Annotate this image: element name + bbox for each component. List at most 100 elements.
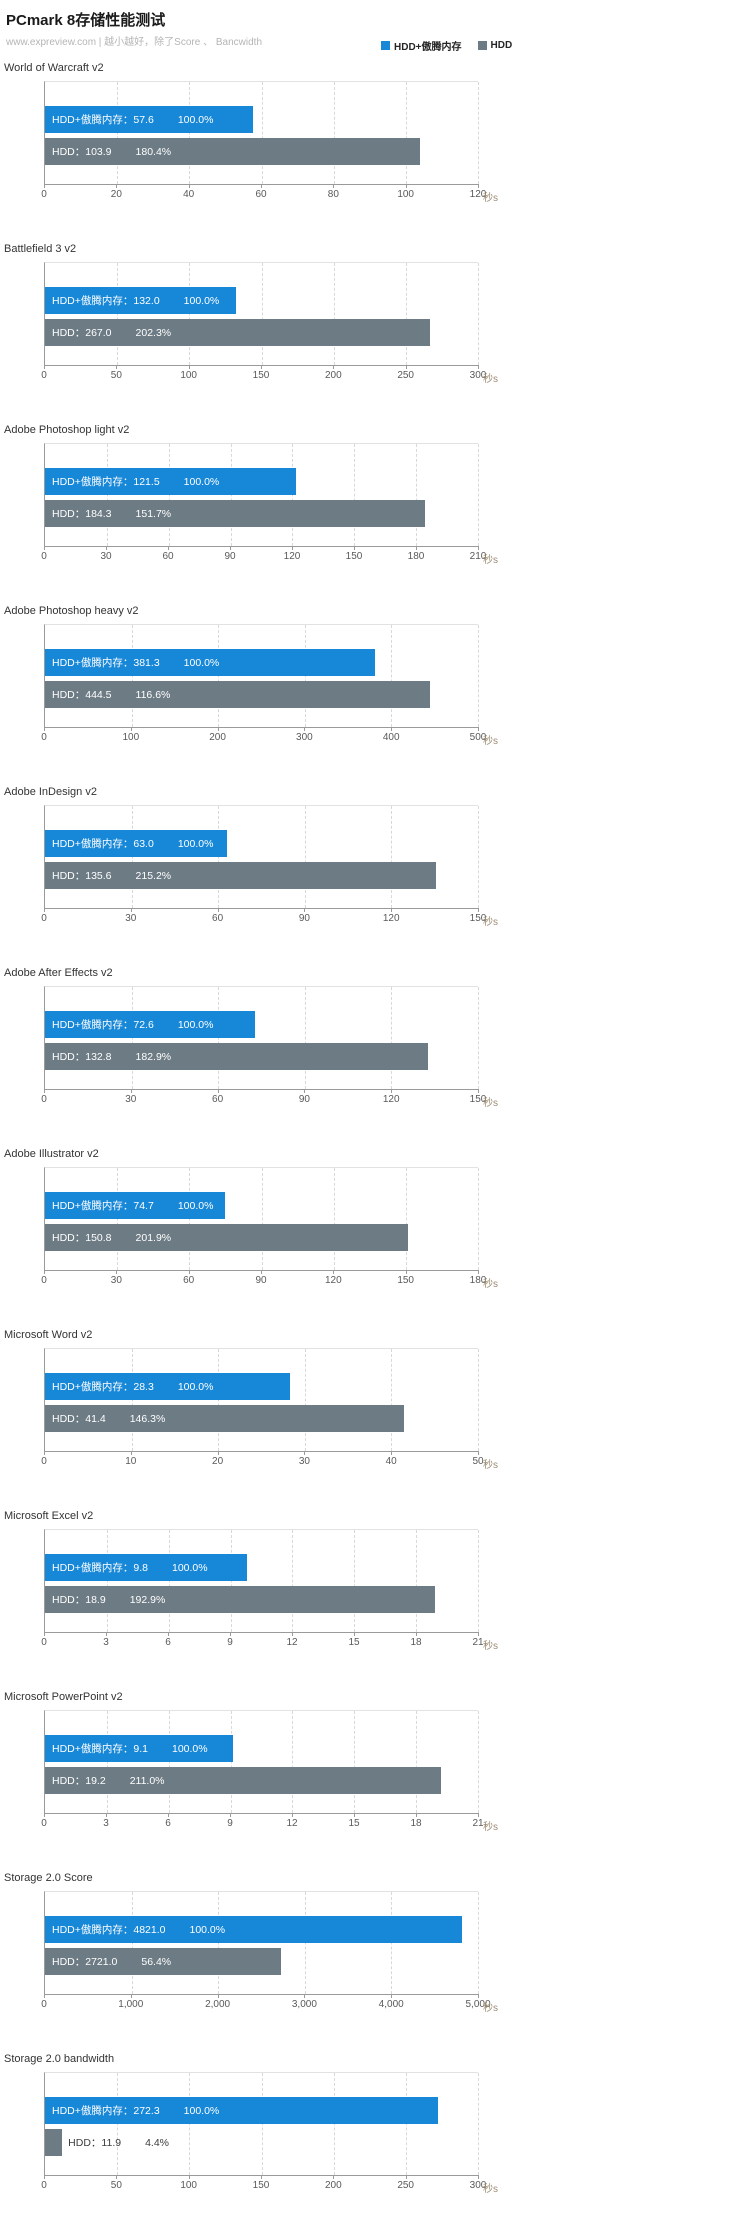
tick-label: 60 (212, 913, 224, 924)
chart-title: Adobe Illustrator v2 (4, 1148, 99, 1160)
gridline (478, 2073, 479, 2175)
tick-label: 0 (41, 1094, 47, 1105)
bar-hdd-optane: HDD+傲腾内存：121.5 100.0% (45, 468, 296, 495)
tick-label: 300 (469, 370, 487, 381)
bar-hdd: HDD：150.8 201.9% (45, 1224, 408, 1251)
tick-mark (405, 1270, 407, 1274)
tick-mark (217, 1089, 219, 1093)
tick-mark (391, 1451, 393, 1455)
gridline (416, 1530, 418, 1632)
tick-mark (188, 184, 190, 188)
gridline (230, 1711, 232, 1813)
tick-mark (44, 546, 45, 550)
legend-swatch-icon (381, 41, 390, 50)
tick-mark (44, 1270, 45, 1274)
tick-mark (405, 184, 407, 188)
tick-label: 150 (469, 913, 487, 924)
tick-mark (230, 1632, 231, 1636)
tick-mark (44, 365, 45, 369)
tick-mark (168, 546, 169, 550)
tick-mark (44, 908, 45, 912)
bar-hdd-optane: HDD+傲腾内存：381.3 100.0% (45, 649, 376, 676)
gridline (168, 1711, 170, 1813)
legend-item-hdd-optane: HDD+傲腾内存 (381, 38, 462, 53)
bar-hdd-optane: HDD+傲腾内存：28.3 100.0% (45, 1373, 291, 1400)
plot-area: HDD+傲腾内存：4821.0 100.0% HDD：2721.0 56.4% (44, 1891, 479, 1995)
plot-area: HDD+傲腾内存：57.6 100.0% HDD：103.9 180.4% (44, 81, 479, 185)
gridline (478, 806, 479, 908)
tick-label: 0 (41, 913, 47, 924)
bar-percent-label: 192.9% (129, 1593, 166, 1606)
tick-mark (391, 908, 393, 912)
tick-mark (168, 1813, 169, 1817)
gridline (405, 263, 407, 365)
tick-label: 80 (327, 189, 339, 200)
chart-title: Adobe InDesign v2 (4, 786, 97, 798)
gridline (261, 1168, 263, 1270)
gridline (131, 1892, 133, 1994)
tick-label: 9 (227, 1818, 233, 1829)
axis-unit-label: 秒s (483, 2184, 498, 2195)
plot-area: HDD+傲腾内存：9.1 100.0% HDD：19.2 211.0% (44, 1710, 479, 1814)
chart-block: Adobe Illustrator v2 HDD+傲腾内存：74.7 100.0% H… (0, 1138, 743, 1319)
tick-label: 6 (165, 1637, 171, 1648)
plot-area: HDD+傲腾内存：272.3 100.0% HDD：11.9 4.4% (44, 2072, 479, 2176)
plot-area: HDD+傲腾内存：72.6 100.0% HDD：132.8 182.9% (44, 986, 479, 1090)
bar-percent-label: 100.0% (189, 1923, 226, 1936)
gridline (261, 263, 263, 365)
gridline (304, 806, 306, 908)
gridline (189, 82, 191, 184)
plot-area: HDD+傲腾内存：28.3 100.0% HDD：41.4 146.3% (44, 1348, 479, 1452)
page-title: PCmark 8存储性能测试 (6, 12, 166, 29)
axis-unit-label: 秒s (483, 1279, 498, 1290)
bar-percent-label: 146.3% (129, 1412, 166, 1425)
tick-label: 30 (125, 913, 137, 924)
bar-value-label: HDD+傲腾内存：4821.0 (52, 1924, 166, 1936)
gridline (292, 1711, 294, 1813)
x-axis: 0 50 100 150 200 250 300 秒s (41, 2175, 498, 2195)
gridline (117, 263, 119, 365)
tick-label: 300 (469, 2180, 487, 2191)
gridline (333, 263, 335, 365)
tick-label: 120 (283, 551, 301, 562)
bar-value-label: HDD：18.9 (52, 1594, 106, 1606)
tick-label: 0 (41, 1275, 47, 1286)
bar-value-label: HDD+傲腾内存：272.3 (52, 2105, 160, 2117)
tick-mark (405, 365, 407, 369)
bar-value-label: HDD：267.0 (52, 327, 112, 339)
tick-mark (478, 727, 479, 731)
bar-value-label: HDD+傲腾内存：74.7 (52, 1200, 154, 1212)
bar-value-label: HDD+傲腾内存：28.3 (52, 1381, 154, 1393)
tick-mark (478, 365, 479, 369)
plot-area: HDD+傲腾内存：381.3 100.0% HDD：444.5 116.6% (44, 624, 479, 728)
bar-value-label: HDD+傲腾内存：63.0 (52, 838, 154, 850)
bar-hdd: HDD：132.8 182.9% (45, 1043, 429, 1070)
bar-percent-label: 100.0% (183, 656, 220, 669)
gridline (304, 625, 306, 727)
tick-mark (230, 546, 231, 550)
tick-mark (478, 1270, 479, 1274)
bar-percent-label: 100.0% (171, 1742, 208, 1755)
tick-mark (304, 727, 306, 731)
tick-mark (292, 1632, 293, 1636)
tick-mark (333, 1270, 335, 1274)
bar-value-label: HDD：2721.0 (52, 1956, 118, 1968)
bar-value-label: HDD：135.6 (52, 870, 112, 882)
bar-value-label: HDD+傲腾内存：9.8 (52, 1562, 148, 1574)
gridline (478, 1892, 479, 1994)
gridline (478, 1711, 479, 1813)
tick-mark (130, 1089, 132, 1093)
gridline (189, 1168, 191, 1270)
tick-mark (44, 1994, 45, 1998)
tick-mark (116, 2175, 118, 2179)
x-axis: 0 10 20 30 40 50 秒s (41, 1451, 498, 1471)
tick-label: 180 (407, 551, 425, 562)
gridline (405, 82, 407, 184)
bar-hdd: HDD：103.9 180.4% (45, 138, 420, 165)
bar-percent-label: 180.4% (135, 145, 172, 158)
gridline (478, 1168, 479, 1270)
tick-label: 200 (324, 2180, 342, 2191)
x-axis: 0 30 60 90 120 150 180 秒s (41, 1270, 498, 1290)
chart-title: Battlefield 3 v2 (4, 243, 77, 255)
tick-label: 3,000 (291, 1999, 317, 2010)
